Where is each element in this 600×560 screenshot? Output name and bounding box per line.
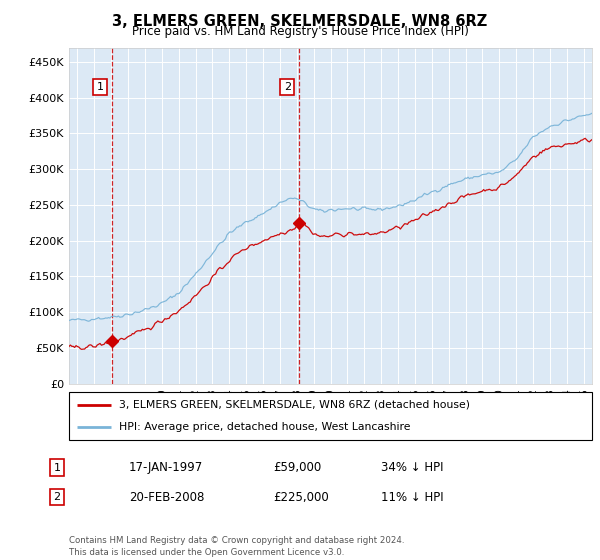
Text: 2: 2 (284, 82, 291, 92)
Text: 34% ↓ HPI: 34% ↓ HPI (381, 461, 443, 474)
Text: 17-JAN-1997: 17-JAN-1997 (129, 461, 203, 474)
Text: 1: 1 (97, 82, 104, 92)
Text: 3, ELMERS GREEN, SKELMERSDALE, WN8 6RZ (detached house): 3, ELMERS GREEN, SKELMERSDALE, WN8 6RZ (… (119, 400, 470, 410)
Text: Contains HM Land Registry data © Crown copyright and database right 2024.
This d: Contains HM Land Registry data © Crown c… (69, 536, 404, 557)
Text: £225,000: £225,000 (273, 491, 329, 504)
Text: 1: 1 (53, 463, 61, 473)
Text: 2: 2 (53, 492, 61, 502)
Text: £59,000: £59,000 (273, 461, 321, 474)
Text: Price paid vs. HM Land Registry's House Price Index (HPI): Price paid vs. HM Land Registry's House … (131, 25, 469, 38)
Text: 11% ↓ HPI: 11% ↓ HPI (381, 491, 443, 504)
Text: HPI: Average price, detached house, West Lancashire: HPI: Average price, detached house, West… (119, 422, 410, 432)
Text: 3, ELMERS GREEN, SKELMERSDALE, WN8 6RZ: 3, ELMERS GREEN, SKELMERSDALE, WN8 6RZ (112, 14, 488, 29)
Text: 20-FEB-2008: 20-FEB-2008 (129, 491, 205, 504)
